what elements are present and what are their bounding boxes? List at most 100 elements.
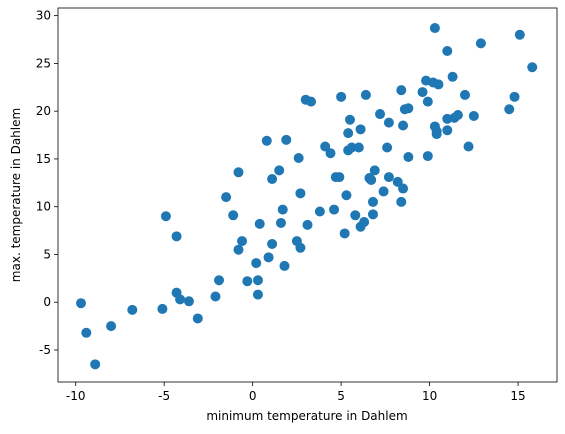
point	[366, 174, 377, 185]
point	[396, 85, 407, 96]
point	[442, 45, 453, 56]
y-tick-label: 20	[36, 104, 51, 118]
point	[254, 218, 265, 229]
x-tick-label: 0	[249, 389, 257, 403]
point	[383, 172, 394, 183]
point	[429, 23, 440, 34]
point	[367, 196, 378, 207]
y-tick-label: 10	[36, 200, 51, 214]
point	[514, 29, 525, 40]
point	[251, 258, 262, 269]
point	[233, 244, 244, 255]
y-tick-label: 25	[36, 56, 51, 70]
point	[267, 238, 278, 249]
point	[353, 142, 364, 153]
y-tick-label: 5	[43, 247, 51, 261]
point	[422, 96, 433, 107]
point	[447, 71, 458, 82]
x-tick-label: 5	[337, 389, 345, 403]
point	[76, 298, 87, 309]
point	[334, 172, 345, 183]
point	[192, 313, 203, 324]
point	[183, 296, 194, 307]
point	[252, 275, 263, 286]
point	[339, 228, 350, 239]
point	[346, 142, 357, 153]
point	[275, 217, 286, 228]
point	[242, 276, 253, 287]
point	[359, 216, 370, 227]
point	[214, 275, 225, 286]
point	[329, 204, 340, 215]
point	[171, 231, 182, 242]
point	[281, 134, 292, 145]
point	[383, 117, 394, 128]
point	[468, 110, 479, 121]
y-tick-label: 0	[43, 295, 51, 309]
point	[306, 96, 317, 107]
point	[320, 141, 331, 152]
point	[452, 109, 463, 120]
point	[325, 148, 336, 159]
point	[237, 236, 248, 247]
point	[341, 190, 352, 201]
x-tick-label: 10	[422, 389, 437, 403]
point	[459, 89, 470, 100]
point	[279, 260, 290, 271]
point	[343, 128, 354, 139]
point	[157, 303, 168, 314]
point	[417, 87, 428, 98]
point	[403, 152, 414, 163]
point	[221, 192, 232, 203]
point	[336, 91, 347, 102]
point	[398, 183, 409, 194]
point	[509, 91, 520, 102]
point	[228, 210, 239, 221]
x-tick-label: -10	[66, 389, 86, 403]
y-tick-label: 15	[36, 152, 51, 166]
point	[267, 173, 278, 184]
x-axis-label: minimum temperature in Dahlem	[206, 409, 407, 423]
point	[175, 294, 186, 305]
point	[378, 186, 389, 197]
point	[302, 219, 313, 230]
point	[350, 210, 361, 221]
point	[422, 151, 433, 162]
point	[463, 141, 474, 152]
point	[314, 206, 325, 217]
y-axis-label: max. temperature in Dahlem	[9, 108, 23, 282]
point	[433, 79, 444, 90]
point	[277, 204, 288, 215]
point	[252, 289, 263, 300]
point	[431, 126, 442, 137]
point	[396, 196, 407, 207]
point	[295, 188, 306, 199]
point	[90, 359, 101, 370]
point	[382, 142, 393, 153]
point	[160, 211, 171, 222]
point	[403, 103, 414, 114]
point	[375, 109, 386, 120]
x-tick-label: 15	[510, 389, 525, 403]
point	[106, 321, 117, 332]
point	[274, 165, 285, 176]
point	[81, 327, 92, 338]
point	[504, 104, 515, 115]
plot-frame	[57, 7, 558, 383]
point	[442, 125, 453, 136]
point	[367, 209, 378, 220]
point	[392, 176, 403, 187]
point	[210, 291, 221, 302]
point	[127, 304, 138, 315]
point	[355, 124, 366, 135]
point	[344, 114, 355, 125]
point	[369, 165, 380, 176]
point	[527, 62, 538, 73]
y-tick-label: 30	[36, 9, 51, 23]
y-tick-label: -5	[39, 343, 51, 357]
point	[263, 252, 274, 263]
point	[398, 120, 409, 131]
point	[293, 152, 304, 163]
point	[261, 135, 272, 146]
